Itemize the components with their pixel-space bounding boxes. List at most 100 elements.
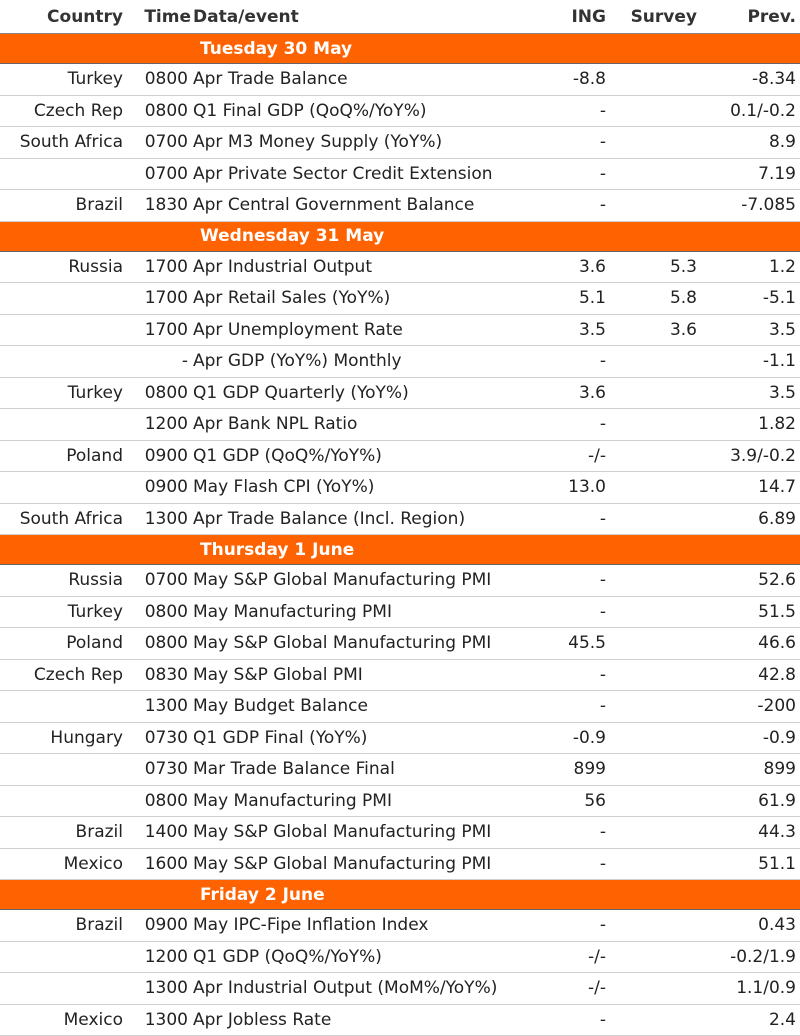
cell-prev: 2.4 [717, 1004, 800, 1036]
cell-survey [630, 722, 717, 754]
table-row: 0900 May Flash CPI (YoY%) 13.0 14.7 [0, 471, 800, 504]
cell-time: 1200 [133, 408, 193, 441]
cell-country [0, 753, 133, 786]
day-header-row: Tuesday 30 May [0, 33, 800, 64]
table-row: 1300 May Budget Balance - -200 [0, 690, 800, 723]
cell-prev: 0.43 [717, 909, 800, 942]
cell-country [0, 972, 133, 1005]
cell-event: Apr Trade Balance (Incl. Region) [193, 503, 550, 535]
header-prev: Prev. [717, 0, 800, 34]
cell-country: Hungary [0, 722, 133, 754]
cell-event: May Manufacturing PMI [193, 785, 550, 817]
table-row: 1200 Q1 GDP (QoQ%/YoY%) -/- -0.2/1.9 [0, 941, 800, 973]
table-row: Mexico 1300 Apr Jobless Rate - 2.4 [0, 1004, 800, 1036]
cell-survey [630, 158, 717, 190]
cell-prev: 1.1/0.9 [717, 972, 800, 1005]
header-country: Country [0, 0, 133, 34]
cell-event: Apr Jobless Rate [193, 1004, 550, 1036]
cell-event: Q1 GDP Final (YoY%) [193, 722, 550, 754]
cell-country: Mexico [0, 848, 133, 880]
cell-survey [630, 690, 717, 723]
cell-prev: 0.1/-0.2 [717, 95, 800, 127]
cell-survey [630, 345, 717, 378]
cell-ing: - [550, 345, 630, 378]
cell-country [0, 785, 133, 817]
cell-ing: 5.1 [550, 282, 630, 315]
table-row: Brazil 0900 May IPC-Fipe Inflation Index - 0… [0, 909, 800, 942]
cell-country: Turkey [0, 596, 133, 628]
cell-survey: 3.6 [630, 314, 717, 346]
cell-prev: 14.7 [717, 471, 800, 504]
cell-event: Apr Bank NPL Ratio [193, 408, 550, 441]
cell-prev: -8.34 [717, 63, 800, 96]
cell-time: 1300 [133, 1004, 193, 1036]
cell-ing: - [550, 126, 630, 159]
cell-ing: - [550, 408, 630, 441]
cell-time: 0800 [133, 63, 193, 96]
table-row: Turkey 0800 Q1 GDP Quarterly (YoY%) 3.6 3.5 [0, 377, 800, 409]
day-header-row: Wednesday 31 May [0, 220, 800, 252]
cell-ing: - [550, 1004, 630, 1036]
cell-ing: 56 [550, 785, 630, 817]
cell-country: Czech Rep [0, 95, 133, 127]
cell-event: Apr Unemployment Rate [193, 314, 550, 346]
cell-prev: 51.5 [717, 596, 800, 628]
cell-prev: 7.19 [717, 158, 800, 190]
day-header-row: Thursday 1 June [0, 534, 800, 565]
table-row: Brazil 1830 Apr Central Government Balance… [0, 189, 800, 222]
cell-time: 1300 [133, 972, 193, 1005]
cell-time: 1700 [133, 251, 193, 283]
cell-ing: 3.6 [550, 251, 630, 283]
header-row: Country Time Data/event ING Survey Prev. [0, 0, 800, 34]
cell-ing: - [550, 189, 630, 222]
cell-time: 1830 [133, 189, 193, 222]
cell-ing: -/- [550, 941, 630, 973]
table-row: Czech Rep 0830 May S&P Global PMI - 42.8 [0, 659, 800, 691]
day-header-label: Tuesday 30 May [0, 33, 800, 64]
header-ing: ING [550, 0, 630, 34]
cell-survey [630, 627, 717, 660]
cell-event: Apr Private Sector Credit Extension [193, 158, 550, 190]
cell-ing: 13.0 [550, 471, 630, 504]
cell-ing: 3.6 [550, 377, 630, 409]
table-row: Russia 0700 May S&P Global Manufacturing P… [0, 564, 800, 597]
cell-prev: 6.89 [717, 503, 800, 535]
cell-country: Turkey [0, 63, 133, 96]
cell-survey: 5.8 [630, 282, 717, 315]
cell-event: May Flash CPI (YoY%) [193, 471, 550, 504]
cell-country [0, 282, 133, 315]
cell-time: 0800 [133, 596, 193, 628]
cell-prev: 44.3 [717, 816, 800, 849]
cell-ing: - [550, 596, 630, 628]
table-row: 0800 May Manufacturing PMI 56 61.9 [0, 785, 800, 817]
table-row: 1300 Apr Industrial Output (MoM%/YoY%) -/-… [0, 972, 800, 1005]
cell-time: 1200 [133, 941, 193, 973]
cell-event: Apr M3 Money Supply (YoY%) [193, 126, 550, 159]
cell-prev: 3.5 [717, 377, 800, 409]
cell-country [0, 314, 133, 346]
cell-survey [630, 848, 717, 880]
cell-ing: 45.5 [550, 627, 630, 660]
cell-event: Q1 GDP (QoQ%/YoY%) [193, 440, 550, 472]
cell-survey: 5.3 [630, 251, 717, 283]
cell-survey [630, 126, 717, 159]
cell-event: Apr Industrial Output (MoM%/YoY%) [193, 972, 550, 1005]
cell-time: 0700 [133, 564, 193, 597]
cell-prev: 3.9/-0.2 [717, 440, 800, 472]
cell-survey [630, 816, 717, 849]
cell-time: 0800 [133, 627, 193, 660]
cell-time: 0830 [133, 659, 193, 691]
table-row: 1200 Apr Bank NPL Ratio - 1.82 [0, 408, 800, 441]
cell-event: Apr Industrial Output [193, 251, 550, 283]
table-row: - Apr GDP (YoY%) Monthly - -1.1 [0, 345, 800, 378]
cell-prev: 61.9 [717, 785, 800, 817]
table-row: Poland 0900 Q1 GDP (QoQ%/YoY%) -/- 3.9/-0.2 [0, 440, 800, 472]
day-header-label: Wednesday 31 May [0, 220, 800, 252]
cell-event: Q1 Final GDP (QoQ%/YoY%) [193, 95, 550, 127]
cell-time: 0700 [133, 158, 193, 190]
cell-event: Q1 GDP Quarterly (YoY%) [193, 377, 550, 409]
cell-time: 1300 [133, 503, 193, 535]
cell-country: Turkey [0, 377, 133, 409]
cell-survey [630, 377, 717, 409]
